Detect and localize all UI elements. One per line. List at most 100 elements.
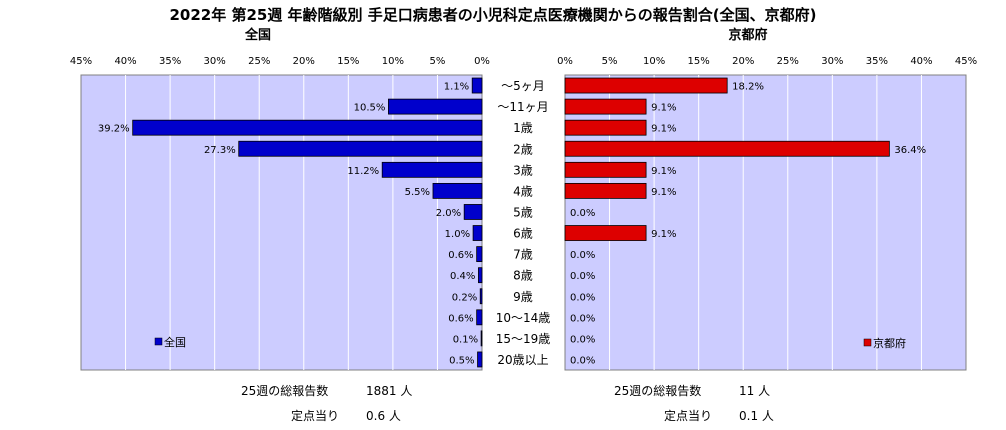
left-x-tick-label: 10% [382,56,404,67]
left-bar-label: 1.1% [444,82,469,93]
left-summary: 25週の総報告数 1881 人 定点当り 0.6 人 [241,383,412,423]
left-bar [463,204,483,220]
left-bar-label: 0.1% [453,334,478,345]
left-bar [381,161,483,178]
right-x-tick-label: 20% [732,56,754,67]
left-bar [480,330,483,347]
left-total-label: 25週の総報告数 [241,383,328,398]
category-label: 2歳 [513,142,533,156]
left-bar [476,309,483,326]
left-bars: 1.1% 10.5% 39.2% 27.3% 11.2% 5.5% 2.0% 1.0% 0.6%… [98,77,483,368]
right-bar-label: 36.4% [894,145,926,156]
left-bar-label: 1.0% [445,229,470,240]
category-label: ～11ヶ月 [497,100,548,114]
right-total-value: 11 人 [739,384,770,398]
right-bar-label: 18.2% [732,82,764,93]
category-label: 8歳 [513,269,533,283]
left-plot-area [80,74,483,371]
left-total-value: 1881 人 [366,384,412,398]
right-bar [564,225,647,241]
right-x-tick-label: 35% [866,56,888,67]
left-x-ticks: 45% 40% 35% 30% 25% 20% 15% 10% 5% 0% [70,56,490,67]
right-x-tick-label: 30% [821,56,843,67]
category-label: ～5ヶ月 [501,79,545,93]
category-labels: ～5ヶ月 ～11ヶ月 1歳 2歳 3歳 4歳 5歳 6歳 7歳 8歳 9歳 10～14歳 15～19歳 2… [496,79,551,367]
right-per-label: 定点当り [664,408,712,423]
category-label: 15～19歳 [496,332,551,346]
left-bar-label: 11.2% [347,166,379,177]
category-label: 6歳 [513,227,533,241]
category-label: 7歳 [513,248,533,262]
left-bar-label: 0.6% [448,313,473,324]
chart-title: 2022年 第25週 年齢階級別 手足口病患者の小児科定点医療機関からの報告割合… [169,6,816,24]
right-bars: 18.2% 9.1% 9.1% 36.4% 9.1% 9.1% 0.0% 9.1% 0.0% 0.… [564,77,926,366]
left-x-tick-label: 45% [70,56,92,67]
right-plot-area [564,74,967,371]
right-bar [564,161,647,178]
right-x-tick-label: 45% [955,56,977,67]
left-x-tick-label: 30% [204,56,226,67]
left-bar [479,288,483,305]
left-per-value: 0.6 人 [366,409,401,423]
right-bar-label: 9.1% [651,103,676,114]
right-bar-label: 0.0% [570,355,595,366]
left-bar-label: 0.6% [448,250,473,261]
left-bar-label: 10.5% [354,103,386,114]
right-bar [564,182,647,199]
right-bar [564,119,647,136]
left-bar [432,182,483,199]
right-bar-label: 9.1% [651,124,676,135]
left-bar [238,140,483,157]
left-bar-label: 0.4% [450,271,475,282]
left-bar-label: 39.2% [98,124,130,135]
right-bar-label: 0.0% [570,334,595,345]
left-per-label: 定点当り [291,408,339,423]
right-per-value: 0.1 人 [739,409,774,423]
right-bar-label: 0.0% [570,271,595,282]
right-x-tick-label: 10% [643,56,665,67]
right-x-tick-label: 0% [557,56,573,67]
left-bar [388,98,483,115]
left-bar [476,246,483,263]
category-label: 9歳 [513,290,533,304]
category-label: 5歳 [513,205,533,219]
right-legend-label: 京都府 [873,336,906,350]
right-bar-label: 9.1% [651,187,676,198]
left-bar-label: 0.5% [449,355,474,366]
left-x-tick-label: 25% [248,56,270,67]
left-x-tick-label: 35% [159,56,181,67]
category-label: 10～14歳 [496,311,551,325]
left-bar [472,225,483,241]
right-summary: 25週の総報告数 11 人 定点当り 0.1 人 [614,383,774,423]
left-legend-swatch [154,337,163,346]
left-bar [477,351,483,368]
right-bar [564,77,728,94]
right-x-tick-label: 25% [777,56,799,67]
right-bar [564,140,890,157]
left-x-tick-label: 5% [430,56,446,67]
left-bar [132,119,483,136]
left-x-tick-label: 20% [293,56,315,67]
right-x-tick-label: 5% [602,56,618,67]
left-x-tick-label: 40% [114,56,136,67]
left-bar-label: 0.2% [452,292,477,303]
right-bar-label: 9.1% [651,229,676,240]
left-x-tick-label: 15% [337,56,359,67]
category-label: 3歳 [513,163,533,177]
right-bar-label: 9.1% [651,166,676,177]
left-bar [471,77,483,94]
right-bar-label: 0.0% [570,292,595,303]
left-panel-title: 全国 [244,27,271,43]
category-label: 20歳以上 [497,353,548,367]
right-x-tick-label: 40% [910,56,932,67]
left-legend: 全国 [154,335,186,349]
right-bar-label: 0.0% [570,250,595,261]
right-total-label: 25週の総報告数 [614,383,701,398]
right-bar-label: 0.0% [570,313,595,324]
right-x-tick-label: 15% [688,56,710,67]
left-x-tick-label: 0% [474,56,490,67]
right-legend: 京都府 [863,336,906,350]
right-gridlines [609,75,922,370]
category-label: 1歳 [513,121,533,135]
